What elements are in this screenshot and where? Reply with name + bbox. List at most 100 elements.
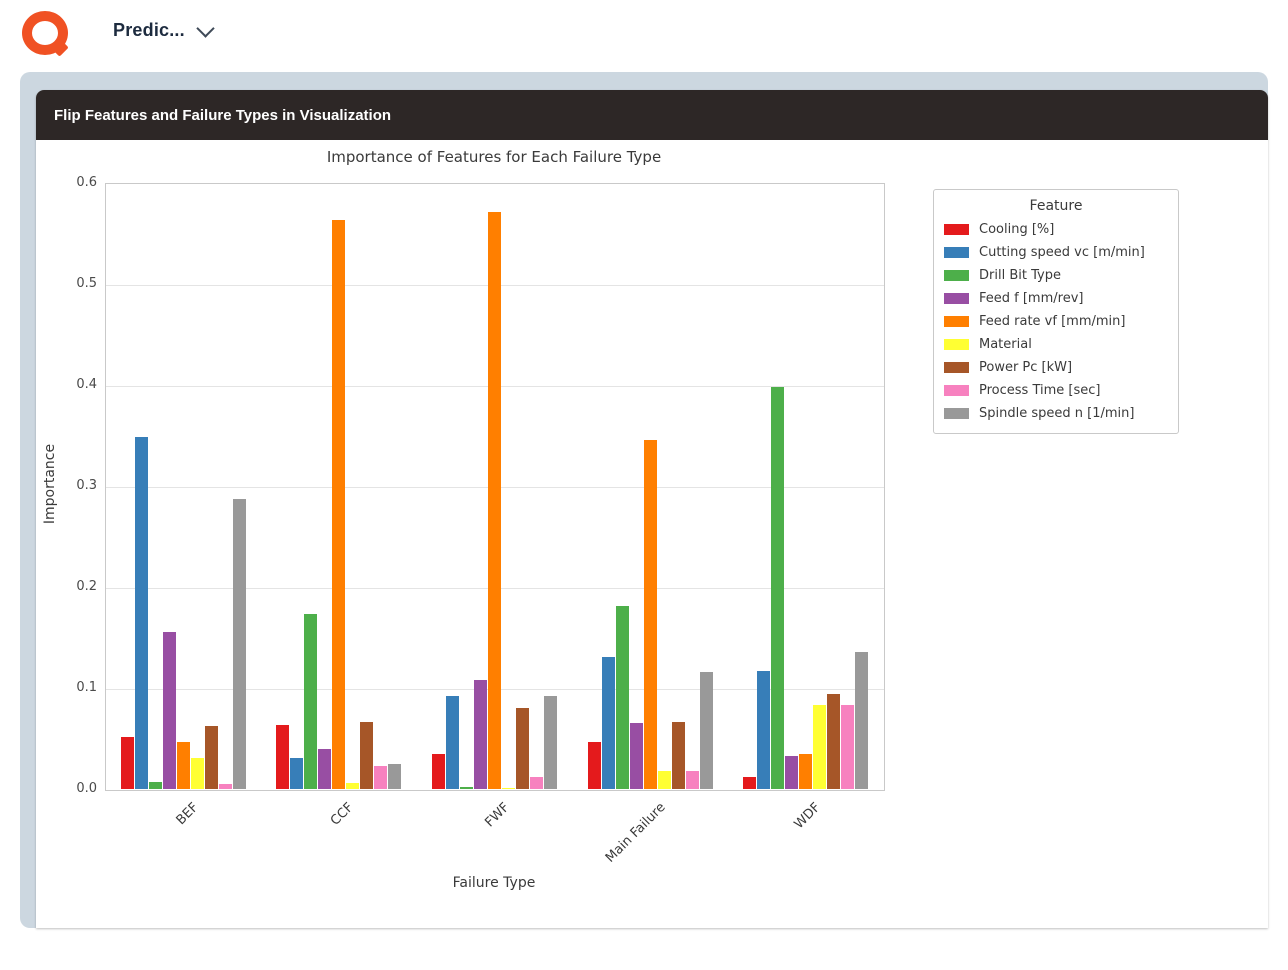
y-tick-label: 0.5 bbox=[76, 276, 97, 291]
legend-swatch bbox=[944, 293, 969, 304]
bar bbox=[643, 440, 657, 789]
chart-legend: Feature Cooling [%] Cutting speed vc [m/m… bbox=[933, 189, 1179, 434]
x-tick-label: BEF bbox=[173, 800, 202, 829]
legend-swatch bbox=[944, 224, 969, 235]
bar bbox=[840, 705, 854, 789]
chart-area: Importance of Features for Each Failure … bbox=[36, 140, 1268, 928]
y-tick-label: 0.6 bbox=[76, 175, 97, 190]
x-axis-label: Failure Type bbox=[452, 875, 536, 891]
legend-label: Feed rate vf [mm/min] bbox=[979, 314, 1126, 329]
legend-item: Cooling [%] bbox=[944, 218, 1168, 241]
bar bbox=[671, 722, 685, 789]
bar bbox=[232, 499, 246, 789]
legend-label: Feed f [mm/rev] bbox=[979, 291, 1084, 306]
bar bbox=[275, 725, 289, 789]
y-tick-label: 0.2 bbox=[76, 579, 97, 594]
legend-swatch bbox=[944, 385, 969, 396]
legend-label: Cutting speed vc [m/min] bbox=[979, 245, 1145, 260]
project-dropdown-label: Predic... bbox=[113, 20, 185, 40]
bar bbox=[204, 726, 218, 789]
legend-item: Feed rate vf [mm/min] bbox=[944, 310, 1168, 333]
chevron-down-icon bbox=[196, 18, 215, 38]
top-app-bar: Predic... bbox=[0, 0, 1288, 72]
visualization-card: Flip Features and Failure Types in Visua… bbox=[36, 90, 1268, 928]
legend-item: Material bbox=[944, 333, 1168, 356]
bar bbox=[387, 764, 401, 789]
bar bbox=[317, 749, 331, 789]
bar bbox=[657, 771, 671, 789]
legend-item: Feed f [mm/rev] bbox=[944, 287, 1168, 310]
y-tick-label: 0.1 bbox=[76, 680, 97, 695]
bar bbox=[289, 758, 303, 789]
bar bbox=[134, 437, 148, 789]
bar bbox=[770, 387, 784, 789]
legend-item: Power Pc [kW] bbox=[944, 356, 1168, 379]
bar-group-wdf bbox=[742, 183, 868, 789]
legend-label: Spindle speed n [1/min] bbox=[979, 406, 1135, 421]
bar-group-ccf bbox=[275, 183, 401, 789]
bar bbox=[812, 705, 826, 789]
bar bbox=[826, 694, 840, 789]
bar bbox=[742, 777, 756, 789]
bar-group-fwf bbox=[431, 183, 557, 789]
bar bbox=[587, 742, 601, 789]
bar bbox=[601, 657, 615, 789]
card-title: Flip Features and Failure Types in Visua… bbox=[54, 106, 392, 124]
y-tick-label: 0.0 bbox=[76, 781, 97, 796]
legend-label: Process Time [sec] bbox=[979, 383, 1101, 398]
bar-group-bef bbox=[120, 183, 246, 789]
bar bbox=[543, 696, 557, 789]
bar bbox=[487, 212, 501, 789]
legend-label: Drill Bit Type bbox=[979, 268, 1061, 283]
legend-swatch bbox=[944, 408, 969, 419]
legend-item: Drill Bit Type bbox=[944, 264, 1168, 287]
legend-rows: Cooling [%] Cutting speed vc [m/min] Drill… bbox=[944, 218, 1168, 425]
bar bbox=[798, 754, 812, 789]
bar bbox=[473, 680, 487, 789]
app-logo-q-icon[interactable] bbox=[22, 11, 70, 57]
bar bbox=[699, 672, 713, 789]
content-panel: Flip Features and Failure Types in Visua… bbox=[20, 72, 1268, 928]
bar bbox=[445, 696, 459, 789]
y-tick-label: 0.4 bbox=[76, 377, 97, 392]
bar bbox=[218, 784, 232, 789]
legend-label: Material bbox=[979, 337, 1032, 352]
bar bbox=[120, 737, 134, 789]
legend-swatch bbox=[944, 247, 969, 258]
legend-swatch bbox=[944, 362, 969, 373]
legend-item: Spindle speed n [1/min] bbox=[944, 402, 1168, 425]
bar bbox=[854, 652, 868, 789]
bar bbox=[685, 771, 699, 789]
bar bbox=[784, 756, 798, 789]
bar bbox=[459, 787, 473, 789]
legend-swatch bbox=[944, 339, 969, 350]
bar bbox=[190, 758, 204, 789]
bar bbox=[331, 220, 345, 789]
bar bbox=[303, 614, 317, 789]
bar bbox=[148, 782, 162, 789]
legend-swatch bbox=[944, 316, 969, 327]
card-header: Flip Features and Failure Types in Visua… bbox=[36, 90, 1268, 140]
logo-ring bbox=[22, 11, 68, 55]
bar bbox=[529, 777, 543, 789]
legend-label: Power Pc [kW] bbox=[979, 360, 1073, 375]
bar bbox=[431, 754, 445, 789]
y-tick-label: 0.3 bbox=[76, 478, 97, 493]
legend-swatch bbox=[944, 270, 969, 281]
x-tick-label: WDF bbox=[791, 800, 824, 833]
legend-item: Cutting speed vc [m/min] bbox=[944, 241, 1168, 264]
bar bbox=[515, 708, 529, 789]
bar bbox=[756, 671, 770, 789]
bar bbox=[176, 742, 190, 789]
legend-label: Cooling [%] bbox=[979, 222, 1055, 237]
bar bbox=[359, 722, 373, 789]
legend-item: Process Time [sec] bbox=[944, 379, 1168, 402]
bar bbox=[501, 788, 515, 789]
bar-group-main-failure bbox=[587, 183, 713, 789]
project-dropdown[interactable]: Predic... bbox=[113, 18, 215, 41]
bar bbox=[162, 632, 176, 789]
legend-title: Feature bbox=[1029, 198, 1083, 214]
bar bbox=[345, 783, 359, 789]
bar bbox=[373, 766, 387, 789]
bar bbox=[629, 723, 643, 789]
